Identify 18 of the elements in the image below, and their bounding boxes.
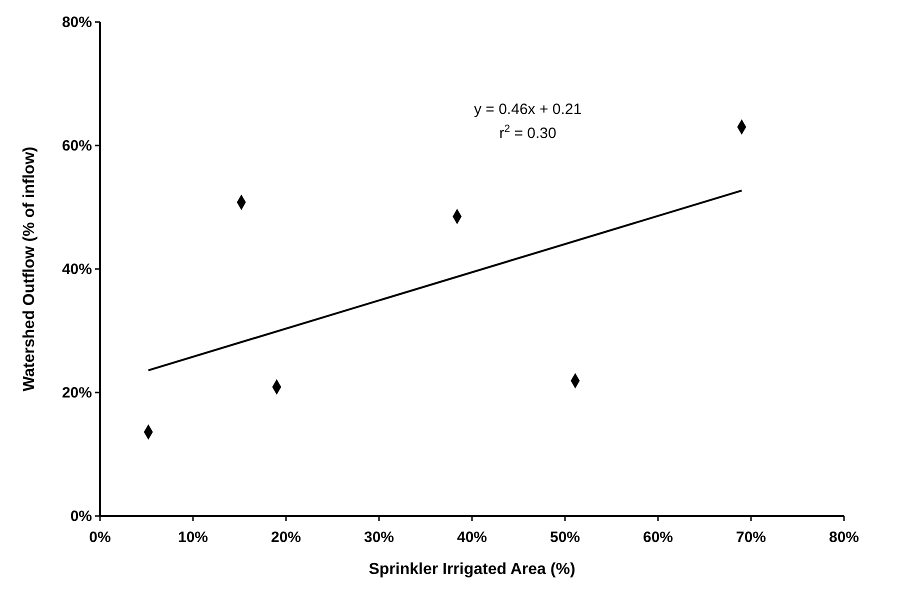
annotation: r$^{2}$ = 0.30 <box>499 123 556 142</box>
x-tick-label: 10% <box>178 529 208 546</box>
x-tick-label: 20% <box>270 529 302 546</box>
x-axis-title: Sprinkler Irrigated Area (%) <box>368 561 576 578</box>
y-tick-label: 40% <box>62 261 92 278</box>
y-tick-label: 0% <box>70 508 92 525</box>
y-tick-label: 80% <box>62 14 92 31</box>
x-tick-label: 80% <box>828 529 860 546</box>
x-tick-label: 30% <box>364 529 394 546</box>
x-tick-label: 50% <box>550 529 580 546</box>
annotation: y = 0.46x + 0.21 <box>474 101 582 118</box>
y-axis-title: Watershed Outflow (% of inflow) <box>21 146 38 392</box>
x-tick-label: 70% <box>736 529 766 546</box>
x-tick-label: 0% <box>89 529 111 546</box>
x-tick-label: 40% <box>456 529 488 546</box>
x-tick-label: 60% <box>642 529 674 546</box>
y-tick-label: 20% <box>62 384 92 402</box>
y-tick-label: 60% <box>62 138 92 154</box>
